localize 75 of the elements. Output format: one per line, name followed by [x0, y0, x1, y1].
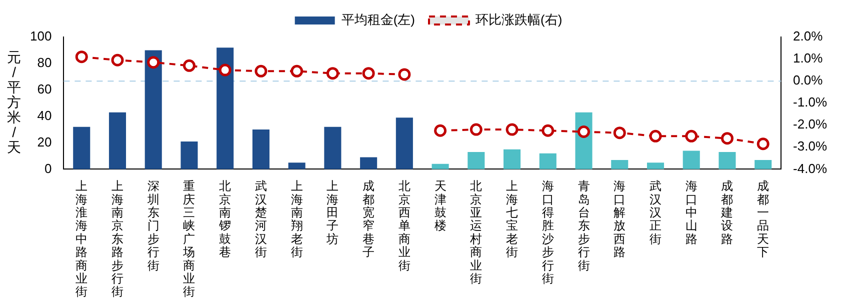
- point: [470, 123, 482, 136]
- bar: [432, 164, 449, 170]
- x-tick-label: 海口中山路: [685, 179, 698, 246]
- y-tick-label: 0: [44, 160, 52, 176]
- y-tick-label: 20: [37, 134, 52, 150]
- x-tick-label: 成都建设路: [720, 179, 734, 246]
- y2-tick-label: -2.0%: [793, 116, 828, 132]
- point: [362, 67, 375, 80]
- point: [756, 138, 770, 150]
- point: [326, 67, 339, 80]
- bar: [216, 48, 234, 170]
- y-tick-label: 40: [37, 108, 52, 123]
- bar: [324, 126, 342, 170]
- y2-tick-label: -1.0%: [793, 94, 828, 110]
- bar: [108, 112, 126, 170]
- legend-label: 平均租金(左): [341, 12, 416, 28]
- y2-tick-label: 1.0%: [793, 50, 824, 66]
- y2-tick-label: 2.0%: [793, 28, 824, 44]
- point: [649, 130, 662, 142]
- point: [506, 123, 518, 136]
- x-tick-label: 天津鼓楼: [434, 179, 446, 233]
- point: [290, 64, 304, 78]
- y-tick-label: 60: [37, 81, 52, 96]
- bar: [180, 141, 198, 170]
- bar: [360, 157, 378, 170]
- point: [434, 124, 447, 137]
- y2-tick-label: 0.0%: [793, 72, 824, 88]
- point: [542, 124, 554, 137]
- point: [720, 132, 734, 145]
- point: [254, 64, 268, 78]
- x-tick-label: 武汉楚河汉街: [254, 179, 267, 260]
- point: [182, 59, 196, 72]
- x-tick-label: 上海七宝老街: [506, 179, 518, 260]
- bar: [754, 160, 772, 170]
- x-tick-label: 上海南翔老街: [290, 179, 303, 260]
- bar: [396, 118, 413, 170]
- bar: [611, 160, 628, 170]
- bar: [468, 152, 485, 170]
- bar: [252, 130, 270, 170]
- bar: [504, 149, 521, 170]
- bar: [718, 152, 736, 170]
- x-tick-label: 成都一品天下: [757, 179, 770, 260]
- point: [398, 68, 411, 81]
- x-tick-label: 武汉汉正街: [650, 179, 662, 246]
- point: [613, 126, 626, 140]
- x-tick-label: 北京西单商业街: [398, 179, 410, 272]
- x-tick-label: 成都宽窄巷子: [362, 179, 375, 260]
- y-tick-label: 80: [37, 55, 52, 70]
- category-label: 上海淮海中路商业街: [76, 179, 88, 299]
- category-label: 上海南京东路步行街: [111, 179, 124, 299]
- point: [685, 130, 698, 142]
- bar: [539, 153, 556, 170]
- y2-tick-label: -4.0%: [793, 160, 828, 176]
- point: [111, 54, 124, 66]
- legend-label: 环比涨跌幅(右): [476, 12, 562, 28]
- x-tick-label: 海口解放西路: [614, 179, 626, 260]
- point: [147, 56, 160, 69]
- category-label: 重庆三峡广场商业街: [183, 179, 196, 299]
- x-tick-label: 深圳东门步行街: [146, 179, 160, 272]
- x-tick-label: 青岛台东步行街: [578, 179, 590, 272]
- bar: [144, 50, 162, 170]
- y2-tick-label: -3.0%: [793, 138, 828, 154]
- bar: [73, 126, 90, 170]
- y-tick-label: 100: [30, 28, 52, 44]
- bar: [288, 162, 306, 170]
- x-tick-label: 北京南锣鼓巷: [218, 179, 232, 260]
- bar: [646, 162, 664, 170]
- x-tick-label: 北京亚运村商业街: [469, 179, 482, 286]
- bar: [682, 150, 700, 170]
- y-axis-title: 元/平方米/天: [7, 48, 21, 155]
- point: [75, 50, 88, 64]
- x-tick-label: 上海田子坊: [326, 179, 339, 246]
- x-tick-label: 海口得胜沙步行街: [542, 179, 554, 286]
- point: [578, 125, 590, 138]
- point: [218, 64, 232, 76]
